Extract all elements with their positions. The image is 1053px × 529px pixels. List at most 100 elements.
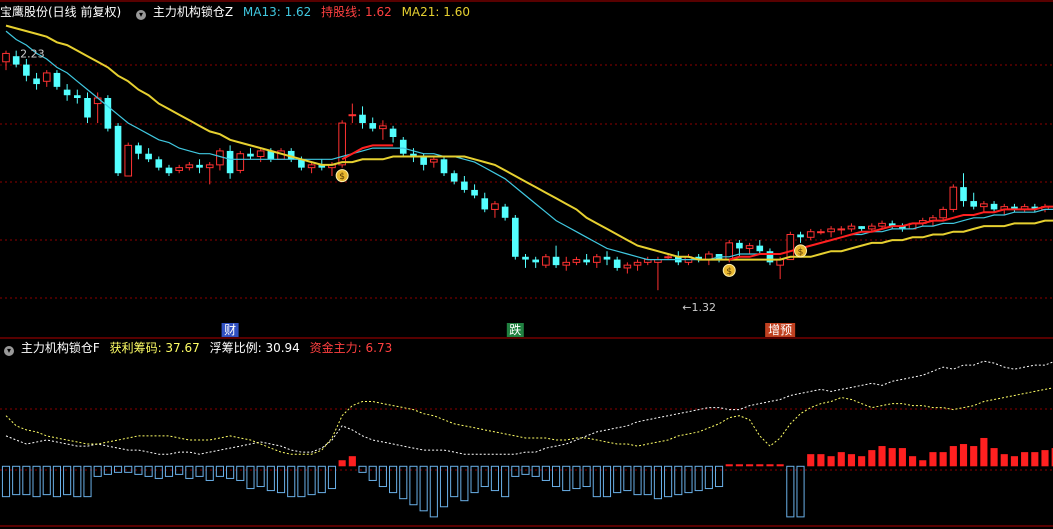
funds-bar [664,465,673,498]
candle [572,256,581,266]
candle [522,254,529,268]
funds-bar [317,465,326,494]
candle-body [287,150,295,160]
funds-bar [490,465,500,492]
candle-body [786,234,795,261]
candle-body [145,153,152,160]
candle-body [522,256,529,260]
candle [114,123,122,176]
candle [512,215,519,260]
funds-bar [735,464,743,467]
candle-body [12,56,20,65]
candle [461,176,468,193]
candle [878,220,886,229]
candle [837,226,846,235]
funds-bar [470,465,479,494]
candle-body [399,139,407,154]
funds-bar [714,465,724,488]
candle [471,184,478,199]
event-tag-label: 财 [224,323,236,337]
event-tag-bg [765,323,796,337]
candle [562,256,571,271]
funds-bar [1051,448,1053,467]
funds-bar [419,465,428,512]
candle [399,137,407,157]
candle [1031,203,1039,213]
candle-body [420,156,427,165]
candle-body [766,251,774,263]
funds-bar [93,465,102,477]
candle [542,254,550,268]
candle-body [226,150,234,174]
chevron-down-icon[interactable]: ▾ [4,346,14,356]
candle-body [63,89,71,96]
candle-body [603,256,611,260]
funds-bar [439,465,449,508]
candle [185,162,194,171]
funds-bar [694,465,703,492]
funds-bar [684,465,693,494]
candle-body [2,52,10,63]
candle [307,162,316,174]
funds-bar [124,465,133,473]
candle-body [440,159,448,174]
funds-bar [73,465,82,498]
candle-body [23,64,30,76]
candle [369,117,377,132]
funds-bar [592,465,601,498]
chevron-down-icon[interactable]: ▾ [136,10,147,20]
funds-bar [83,465,92,498]
candle-body [318,164,326,168]
funds-bar [399,465,408,500]
candle [348,103,357,124]
candle [939,206,947,221]
candle-body [939,208,947,219]
funds-bar [195,465,204,477]
funds-bar [531,465,540,477]
candle [643,256,652,266]
candle [226,145,234,179]
candle-body [359,114,366,124]
candle [175,164,183,174]
funds-bar [185,465,194,479]
candle-body [481,198,489,210]
candle-body [410,153,417,157]
funds-bar [501,465,510,498]
candle-body [53,72,61,87]
funds-bar [460,465,469,502]
funds-bar [776,464,784,467]
candle [695,254,702,263]
funds-bar [786,465,795,518]
candle [817,228,825,235]
money-bag-glyph: $ [726,267,732,277]
money-bag-shape [335,169,349,183]
candle-body [124,144,133,177]
ma21-line [5,24,1053,261]
funds-bar [63,465,72,496]
funds-bar [205,465,214,481]
candle [705,251,713,266]
candle-body [613,259,621,268]
candle-body [155,159,163,168]
main-funds-label: 资金主力: 6.73 [309,341,393,355]
candle-body [369,123,377,129]
candle-body [93,97,102,105]
funds-bar [266,465,275,492]
candle [990,201,998,213]
candle [899,223,906,232]
funds-bar [1000,454,1008,467]
candle [756,240,764,254]
funds-bar [450,465,459,498]
candle-body [267,150,275,160]
funds-bar [613,465,622,494]
funds-bar [704,465,713,490]
candle-body [990,203,998,210]
float-chips-line [5,387,1053,455]
funds-bar [236,465,245,481]
candle [155,156,163,171]
candle-body [471,189,478,196]
funds-bar [409,465,418,506]
funds-bar [215,465,224,477]
candle-body [135,145,142,154]
